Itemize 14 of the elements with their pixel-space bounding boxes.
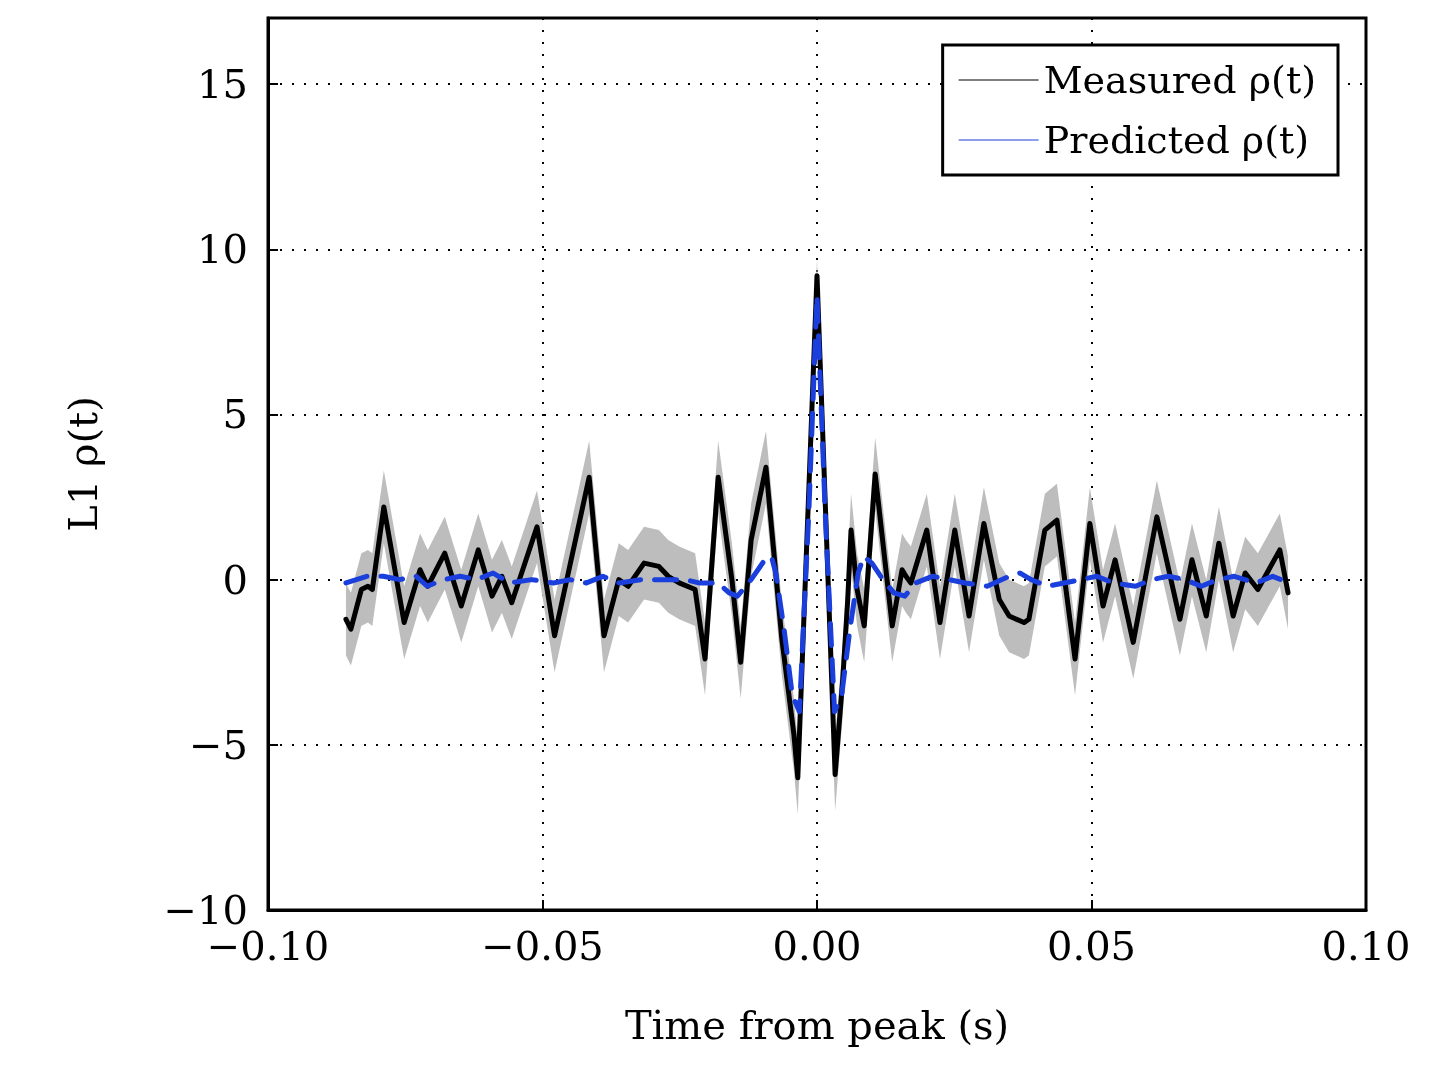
legend-label: Predicted ρ(t) bbox=[1043, 118, 1310, 162]
x-tick-label: 0.05 bbox=[1046, 923, 1137, 969]
legend-label: Measured ρ(t) bbox=[1043, 58, 1317, 102]
x-tick-label: 0.10 bbox=[1321, 923, 1411, 969]
y-tick-label: 10 bbox=[197, 226, 248, 273]
x-axis-title: Time from peak (s) bbox=[624, 1002, 1010, 1048]
x-tick-label: 0.00 bbox=[772, 923, 862, 969]
y-tick-label: −5 bbox=[189, 721, 248, 768]
y-tick-label: 5 bbox=[222, 391, 248, 438]
y-axis-title: L1 ρ(t) bbox=[60, 396, 106, 532]
x-tick-label: −0.05 bbox=[481, 923, 604, 969]
y-tick-label: −10 bbox=[163, 887, 248, 933]
y-tick-label: 0 bbox=[222, 556, 248, 603]
y-tick-label: 15 bbox=[197, 61, 248, 108]
